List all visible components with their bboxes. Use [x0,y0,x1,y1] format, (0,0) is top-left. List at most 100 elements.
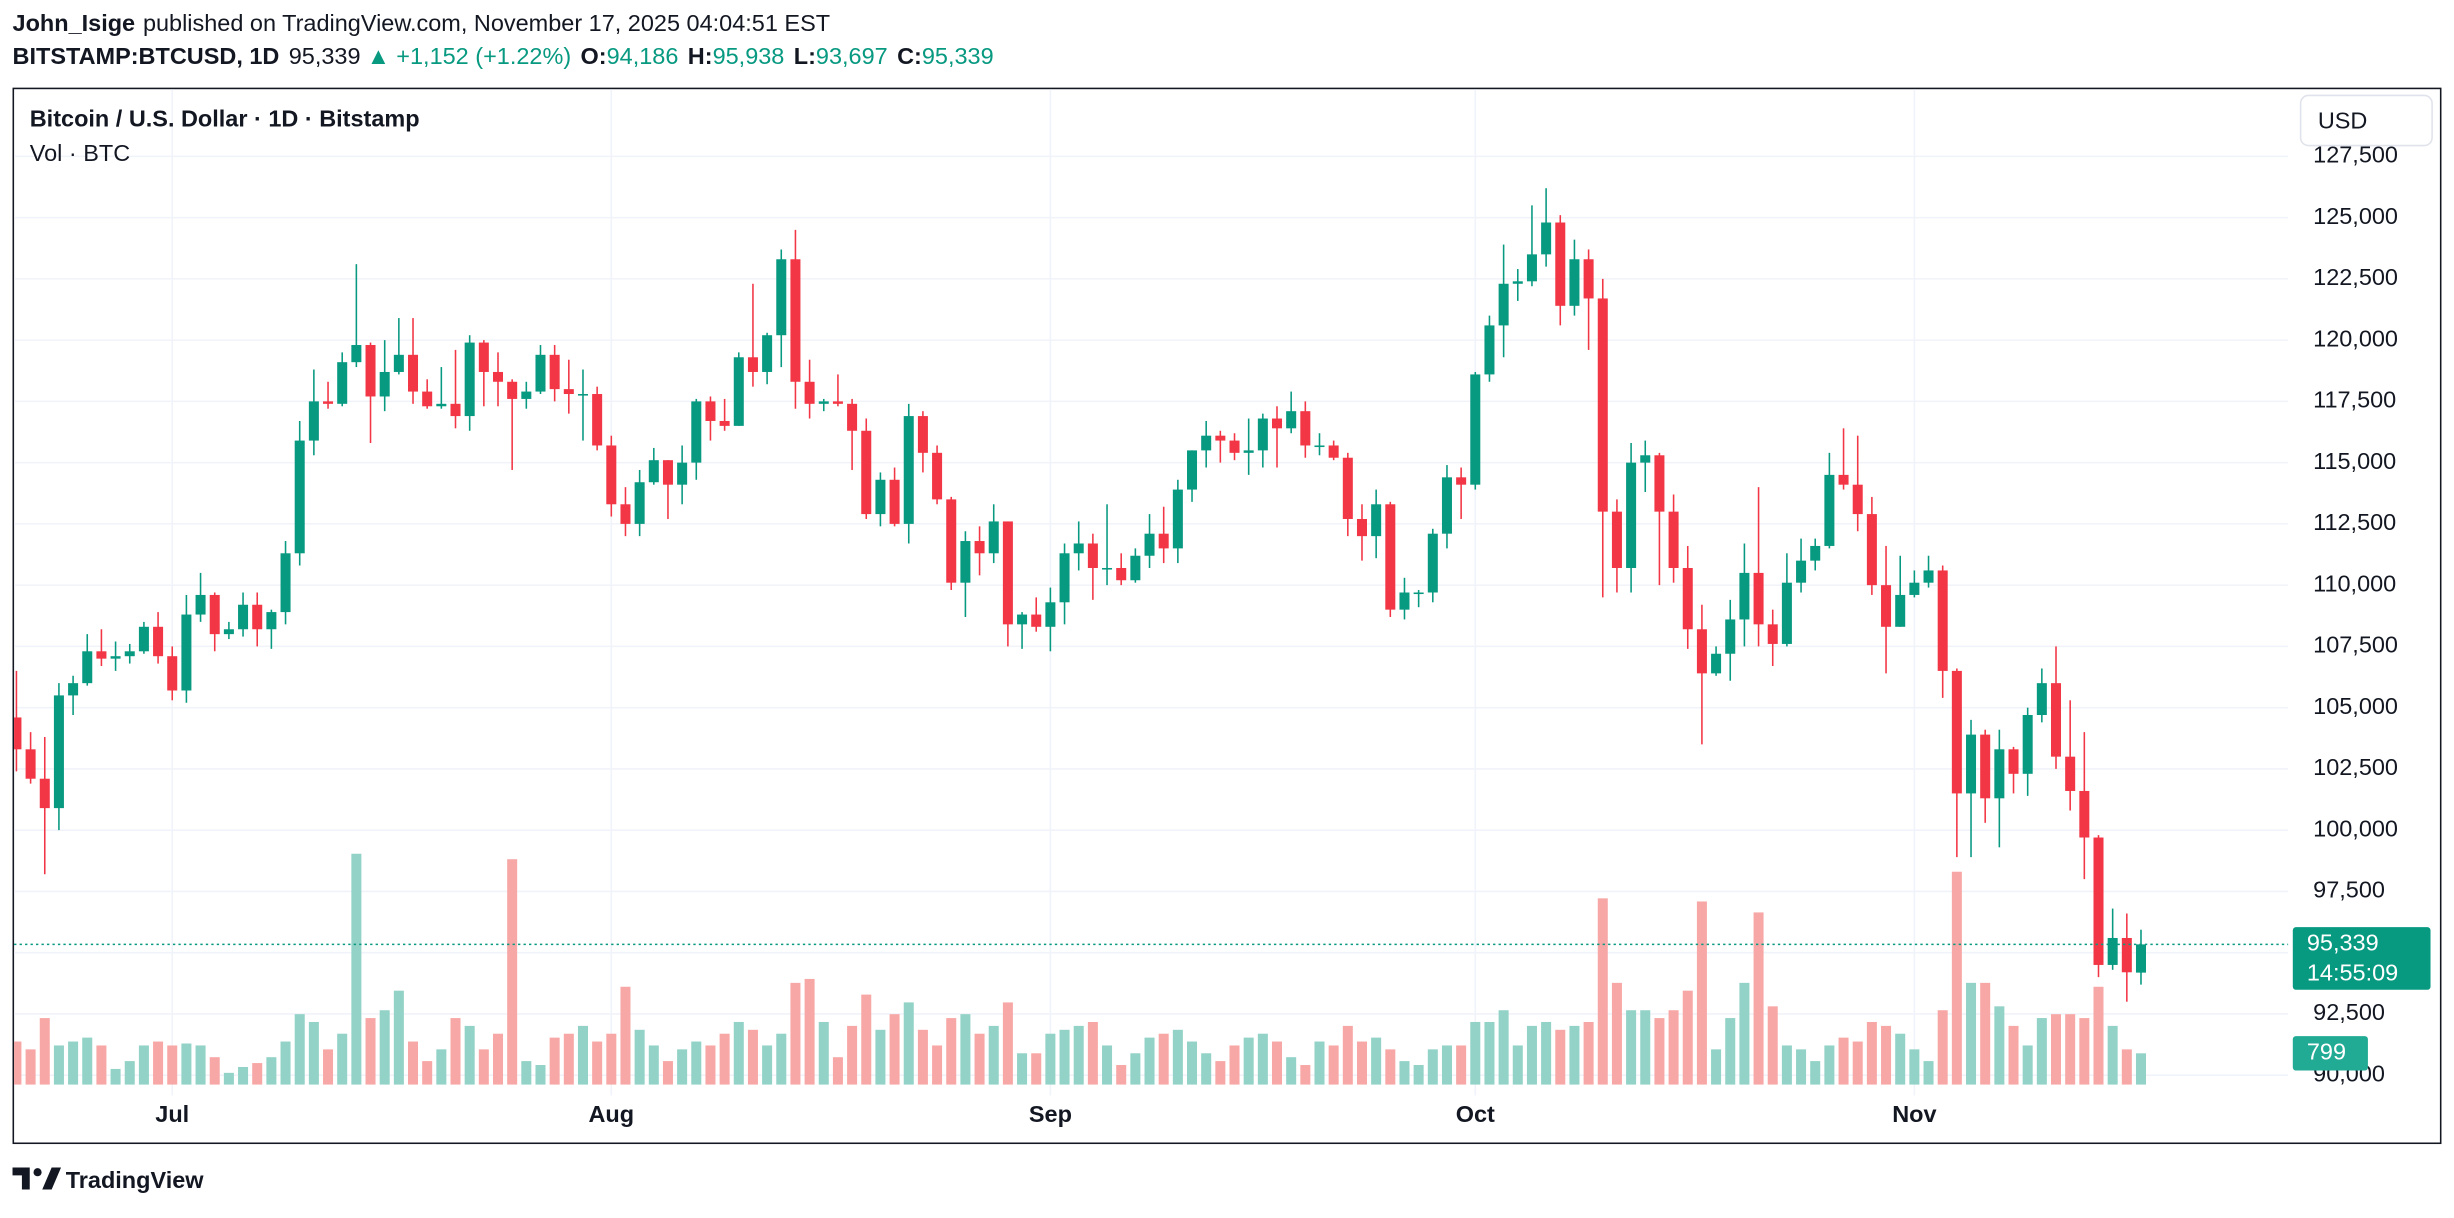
volume-bar [53,1045,64,1085]
candle-body [1342,457,1353,519]
candle-body [1626,462,1637,568]
candle-body [1711,653,1722,674]
volume-bar [96,1045,107,1085]
candle-body [393,354,404,372]
candle-body [762,335,773,372]
candle-body [818,401,829,404]
volume-bar [861,994,872,1085]
published: published on TradingView.com, November 1… [143,10,830,36]
volume-bar [2065,1014,2076,1085]
candle-body [1583,259,1594,299]
volume-bar [634,1029,645,1085]
volume-bar [266,1057,277,1085]
volume-bar [1158,1033,1169,1085]
volume-bar [818,1021,829,1085]
volume-bar [790,982,801,1085]
volume-bar [1711,1049,1722,1085]
volume-bar [1087,1021,1098,1085]
volume-bar [521,1061,532,1085]
candle-body [1286,411,1297,429]
candle-body [917,416,928,453]
candle-body [1243,450,1254,453]
currency[interactable]: USD [2318,107,2368,133]
candle-body [1512,281,1523,284]
candle-body [662,460,673,485]
volume-bar [762,1045,773,1085]
volume-bar [1201,1053,1212,1085]
volume-bar [535,1065,546,1085]
volume-bar [294,1014,305,1085]
volume-bar [2008,1025,2019,1085]
candle-body [1087,543,1098,568]
volume-bar [2093,986,2104,1085]
volume-bar [450,1018,461,1085]
volume-bar [648,1045,659,1085]
candle-body [464,342,475,417]
volume-bar [1512,1045,1523,1085]
candle-body [1951,670,1962,794]
candle-body [535,354,546,392]
volume-bar [1838,1037,1849,1085]
candle-body [946,499,957,583]
candle-body [1739,572,1750,620]
candle-body [1796,560,1807,583]
volume-bar [592,1041,603,1085]
volume-bar [2079,1018,2090,1085]
volume-bar [1286,1057,1297,1085]
volume-bar [1668,1010,1679,1085]
volume-bar [662,1061,673,1085]
candle-body [1314,445,1325,448]
candle-body [1980,734,1991,799]
volume-bar [960,1014,971,1085]
candle-body [988,521,999,554]
y-tick-label: 100,000 [2313,815,2398,841]
currency-button[interactable] [2299,94,2433,147]
candle-body [351,345,362,363]
volume-bar [2022,1045,2033,1085]
candle-body [337,362,348,404]
candle-body [492,371,504,382]
candle-body [436,403,447,407]
candle-body [1441,477,1452,534]
candle-body [1725,619,1736,654]
candle-body [1640,455,1651,463]
volume-bar [1059,1029,1070,1085]
volume-bar [563,1033,574,1085]
publish-line: John_Isige published on TradingView.com, … [13,10,831,36]
candle-body [1413,592,1424,595]
volume-bar [804,978,815,1085]
volume-bar [747,1029,758,1085]
candle-body [1158,533,1169,549]
y-tick-label: 107,500 [2313,632,2398,658]
candle-body [2036,683,2047,716]
volume-bar [606,1033,617,1085]
volume-bar [1682,990,1693,1085]
candle-body [1201,435,1212,451]
x-tick-label: Oct [1456,1101,1495,1127]
x-tick-label: Sep [1029,1101,1072,1127]
volume-bar [252,1063,263,1085]
candle-body [1371,504,1382,537]
volume-bar [1257,1033,1268,1085]
candle-body [507,381,518,399]
candle-body [719,420,730,426]
volume-bar [124,1061,135,1085]
candle-body [1399,592,1410,610]
volume-pane [14,853,2146,1085]
candle-body [861,430,872,515]
volume-bar [280,1041,291,1085]
ohlc-label: O: [581,43,607,69]
candle-body [25,749,36,779]
candle-body [138,626,149,652]
candle-body [776,259,787,336]
volume-bar [1271,1041,1283,1085]
last-price-label: 95,339 [2307,930,2379,956]
candle-body [2121,937,2132,973]
candle-body [238,604,249,630]
volume-bar [153,1041,164,1085]
volume-bar [1017,1053,1028,1085]
volume-bar [1385,1049,1396,1085]
author: John_Isige [13,10,136,36]
candle-body [1059,553,1070,603]
